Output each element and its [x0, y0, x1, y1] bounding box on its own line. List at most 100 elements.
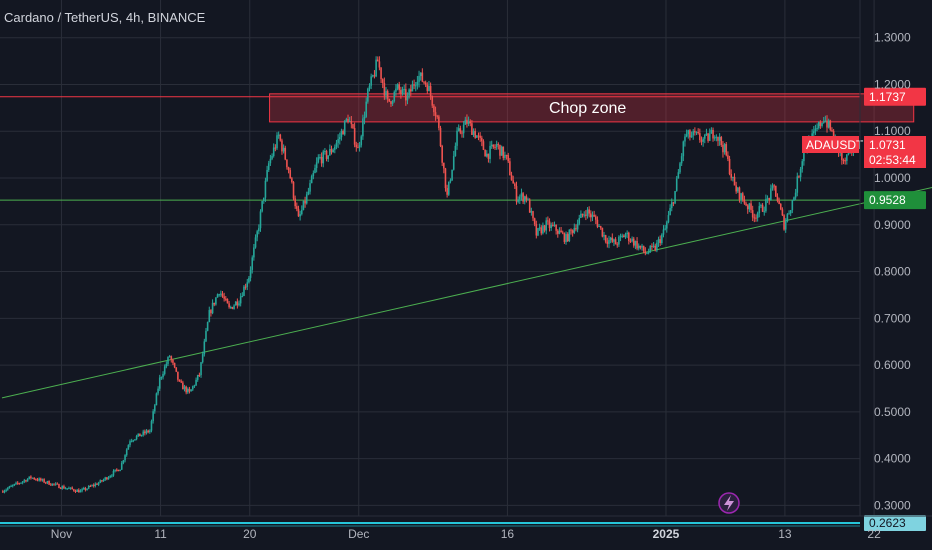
candle-body [170, 356, 173, 360]
candle-body [236, 301, 239, 306]
price-tick-label: 1.1000 [874, 124, 911, 138]
candle-body [229, 307, 232, 309]
candle-body [581, 213, 584, 216]
candle-body [738, 187, 741, 200]
candle-body [737, 187, 739, 192]
candle-body [87, 486, 90, 489]
candle-body [360, 136, 363, 146]
candle-body [367, 88, 369, 102]
candle-body [271, 155, 273, 159]
candle-body [499, 144, 501, 156]
candle-body [259, 211, 262, 229]
candle-body [741, 193, 744, 200]
candle-body [585, 214, 587, 216]
price-tick-label: 1.0000 [874, 171, 911, 185]
price-tick-label: 0.8000 [874, 265, 911, 279]
candle-body [177, 371, 179, 380]
candle-body [338, 137, 341, 140]
candle-body [272, 147, 275, 156]
candle-body [692, 131, 695, 136]
candle-body [190, 389, 192, 392]
candle-body [208, 310, 211, 323]
candle-body [125, 449, 128, 456]
candle-body [831, 129, 833, 131]
candle-body [182, 382, 184, 390]
candle-body [296, 206, 298, 209]
lightning-icon[interactable] [718, 492, 740, 514]
price-tick-label: 1.3000 [874, 31, 911, 45]
candle-body [109, 476, 111, 478]
candle-body [481, 137, 483, 142]
candle-body [632, 238, 635, 246]
candle-body [11, 485, 14, 487]
candle-body [36, 479, 39, 481]
candle-body [152, 411, 154, 422]
candles [2, 56, 856, 494]
time-tick-label: Dec [348, 527, 369, 541]
candle-body [279, 134, 282, 141]
candle-body [667, 215, 670, 223]
candle-body [758, 206, 761, 214]
candle-body [142, 431, 145, 435]
candle-body [552, 224, 554, 226]
candle-body [115, 469, 118, 471]
candle-body [317, 157, 320, 163]
candle-body [183, 386, 186, 390]
candle-body [91, 485, 93, 487]
candle-body [756, 213, 759, 218]
candle-body [477, 135, 480, 137]
candle-body [54, 483, 57, 485]
candle-body [642, 245, 645, 252]
candle-body [168, 356, 171, 358]
candle-body [400, 90, 402, 94]
candle-body [518, 196, 521, 200]
candle-body [13, 483, 16, 486]
candle-body [715, 136, 718, 138]
candle-body [631, 238, 633, 242]
candle-body [302, 200, 305, 210]
grid [0, 0, 875, 516]
candle-body [558, 230, 561, 234]
candle-body [201, 354, 204, 363]
candle-body [380, 67, 382, 80]
candle-body [603, 235, 605, 237]
candle-body [76, 489, 78, 492]
candle-body [537, 228, 539, 236]
candle-body [300, 209, 303, 215]
candle-body [659, 239, 661, 244]
candle-body [611, 237, 614, 242]
candle-body [618, 236, 620, 245]
candle-body [324, 151, 326, 153]
candle-body [821, 122, 823, 126]
candle-body [196, 374, 199, 380]
candle-body [563, 233, 566, 242]
candle-body [680, 156, 683, 164]
candle-body [5, 489, 7, 491]
candle-body [575, 228, 577, 230]
candle-body [8, 486, 11, 489]
candle-body [765, 199, 767, 212]
candle-body [287, 167, 290, 171]
support-price-tag: 0.9528 [869, 193, 906, 207]
candle-body [766, 198, 769, 200]
candle-body [299, 214, 301, 217]
price-tick-label: 0.5000 [874, 405, 911, 419]
candle-body [689, 130, 691, 138]
candle-body [565, 234, 567, 242]
candle-body [623, 235, 625, 238]
bar-countdown: 02:53:44 [869, 153, 916, 167]
candle-body [150, 421, 153, 431]
candle-body [433, 105, 435, 113]
candle-body [46, 481, 49, 483]
candle-body [685, 134, 688, 137]
candle-body [594, 216, 597, 220]
candle-body [817, 122, 820, 128]
candle-body [20, 482, 22, 484]
candle-body [291, 178, 293, 183]
candle-body [788, 213, 790, 215]
candle-body [155, 393, 158, 406]
candle-body [590, 213, 592, 218]
candle-body [139, 433, 141, 437]
candle-body [330, 148, 333, 153]
